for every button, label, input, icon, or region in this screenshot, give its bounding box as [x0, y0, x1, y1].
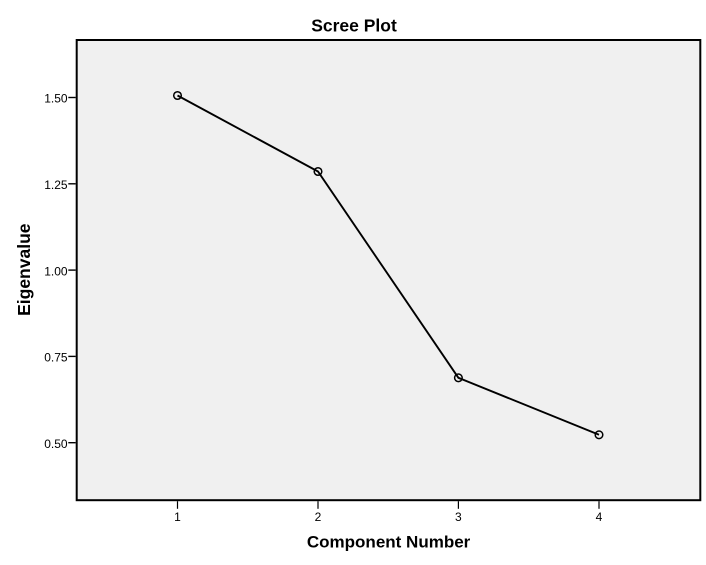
svg-text:4: 4 [596, 510, 603, 524]
svg-text:1.00: 1.00 [44, 264, 68, 278]
svg-text:0.50: 0.50 [44, 437, 68, 451]
svg-text:3: 3 [455, 510, 462, 524]
svg-text:Component Number: Component Number [307, 532, 471, 551]
svg-text:2: 2 [315, 510, 322, 524]
svg-text:1: 1 [174, 510, 181, 524]
svg-text:1.25: 1.25 [44, 178, 68, 192]
svg-text:Scree Plot: Scree Plot [311, 16, 397, 36]
svg-text:Eigenvalue: Eigenvalue [14, 223, 34, 316]
svg-text:0.75: 0.75 [44, 351, 68, 365]
svg-text:1.50: 1.50 [44, 92, 68, 106]
